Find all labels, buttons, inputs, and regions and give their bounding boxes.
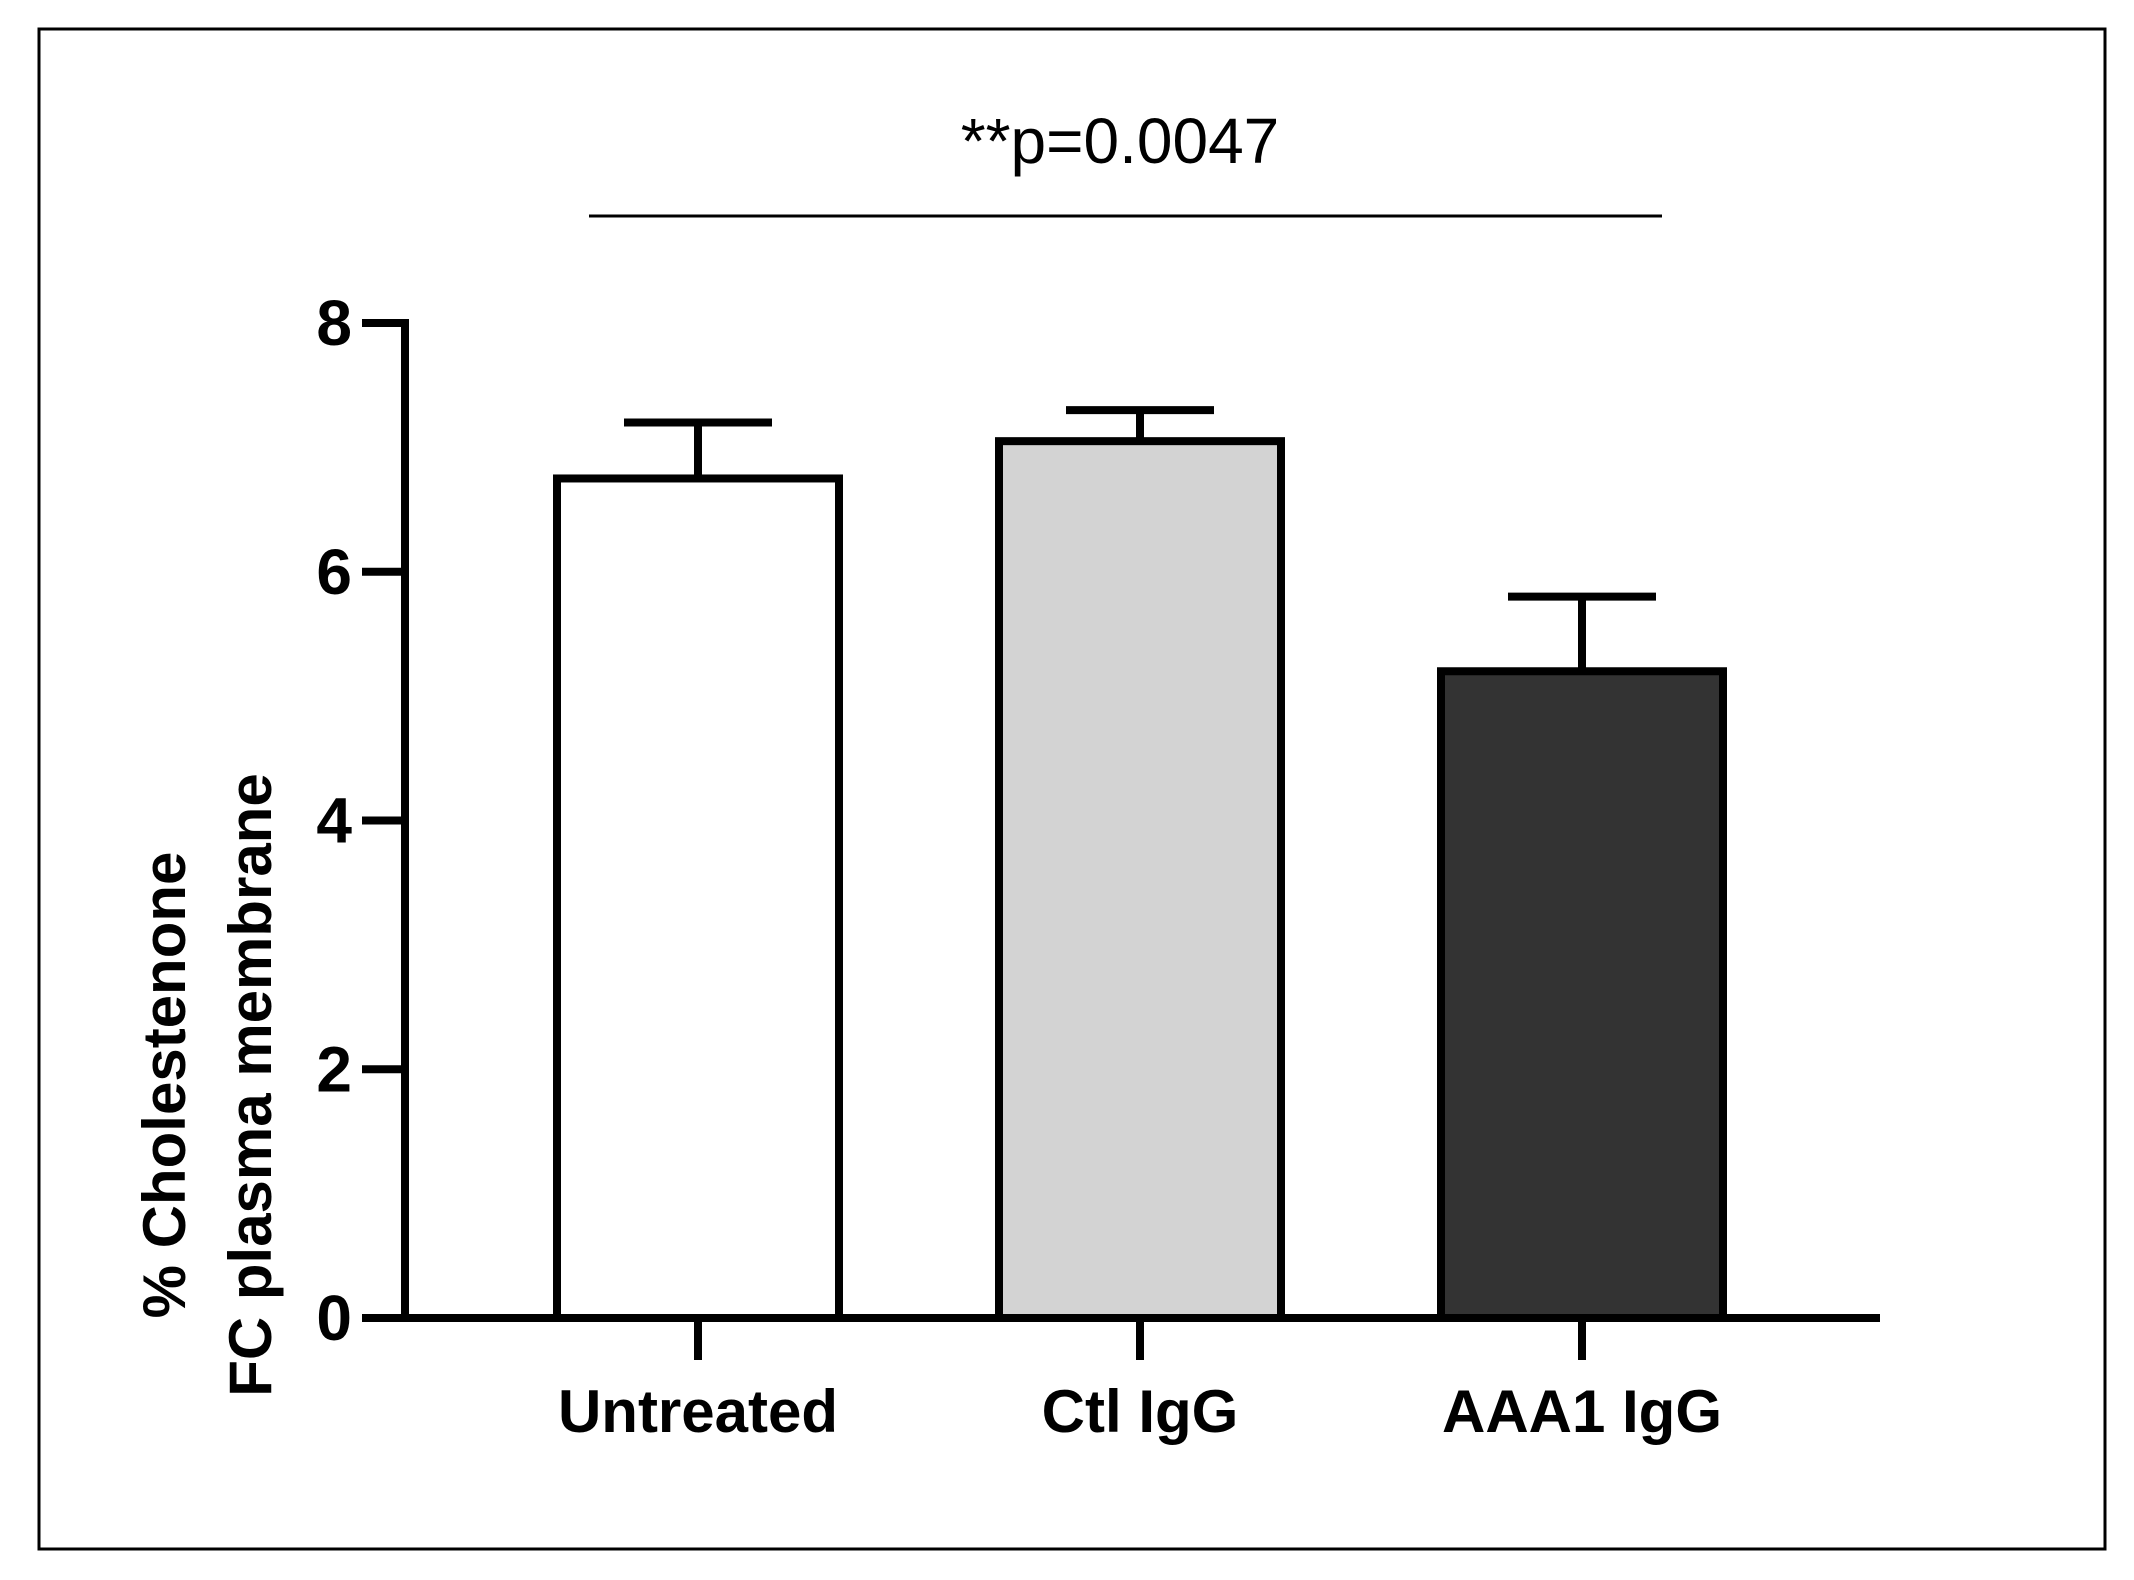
bar-chart: 0 2 4 6 8 Untreated Ctl IgG AAA1 IgG — [316, 214, 1880, 1445]
y-tick-label-8: 8 — [316, 287, 352, 359]
bar-1 — [995, 437, 1285, 1322]
x-tick-label-1: Ctl IgG — [1042, 1378, 1239, 1445]
significance-annotation: **p=0.0047 — [961, 105, 1280, 177]
y-axis-label-line-2: FC plasma membrane — [217, 773, 284, 1397]
y-tick-label-4: 4 — [316, 785, 352, 857]
y-tick-label-6: 6 — [316, 536, 352, 608]
y-tick-label-2: 2 — [316, 1033, 352, 1105]
bar-2 — [1437, 667, 1727, 1322]
y-tick-label-0: 0 — [316, 1282, 352, 1354]
x-tick-label-2: AAA1 IgG — [1442, 1378, 1722, 1445]
y-axis-label: % Cholestenone FC plasma membrane — [131, 773, 284, 1397]
bar-0 — [553, 474, 843, 1322]
y-axis-label-line-1: % Cholestenone — [131, 852, 198, 1319]
x-tick-label-0: Untreated — [558, 1378, 838, 1445]
